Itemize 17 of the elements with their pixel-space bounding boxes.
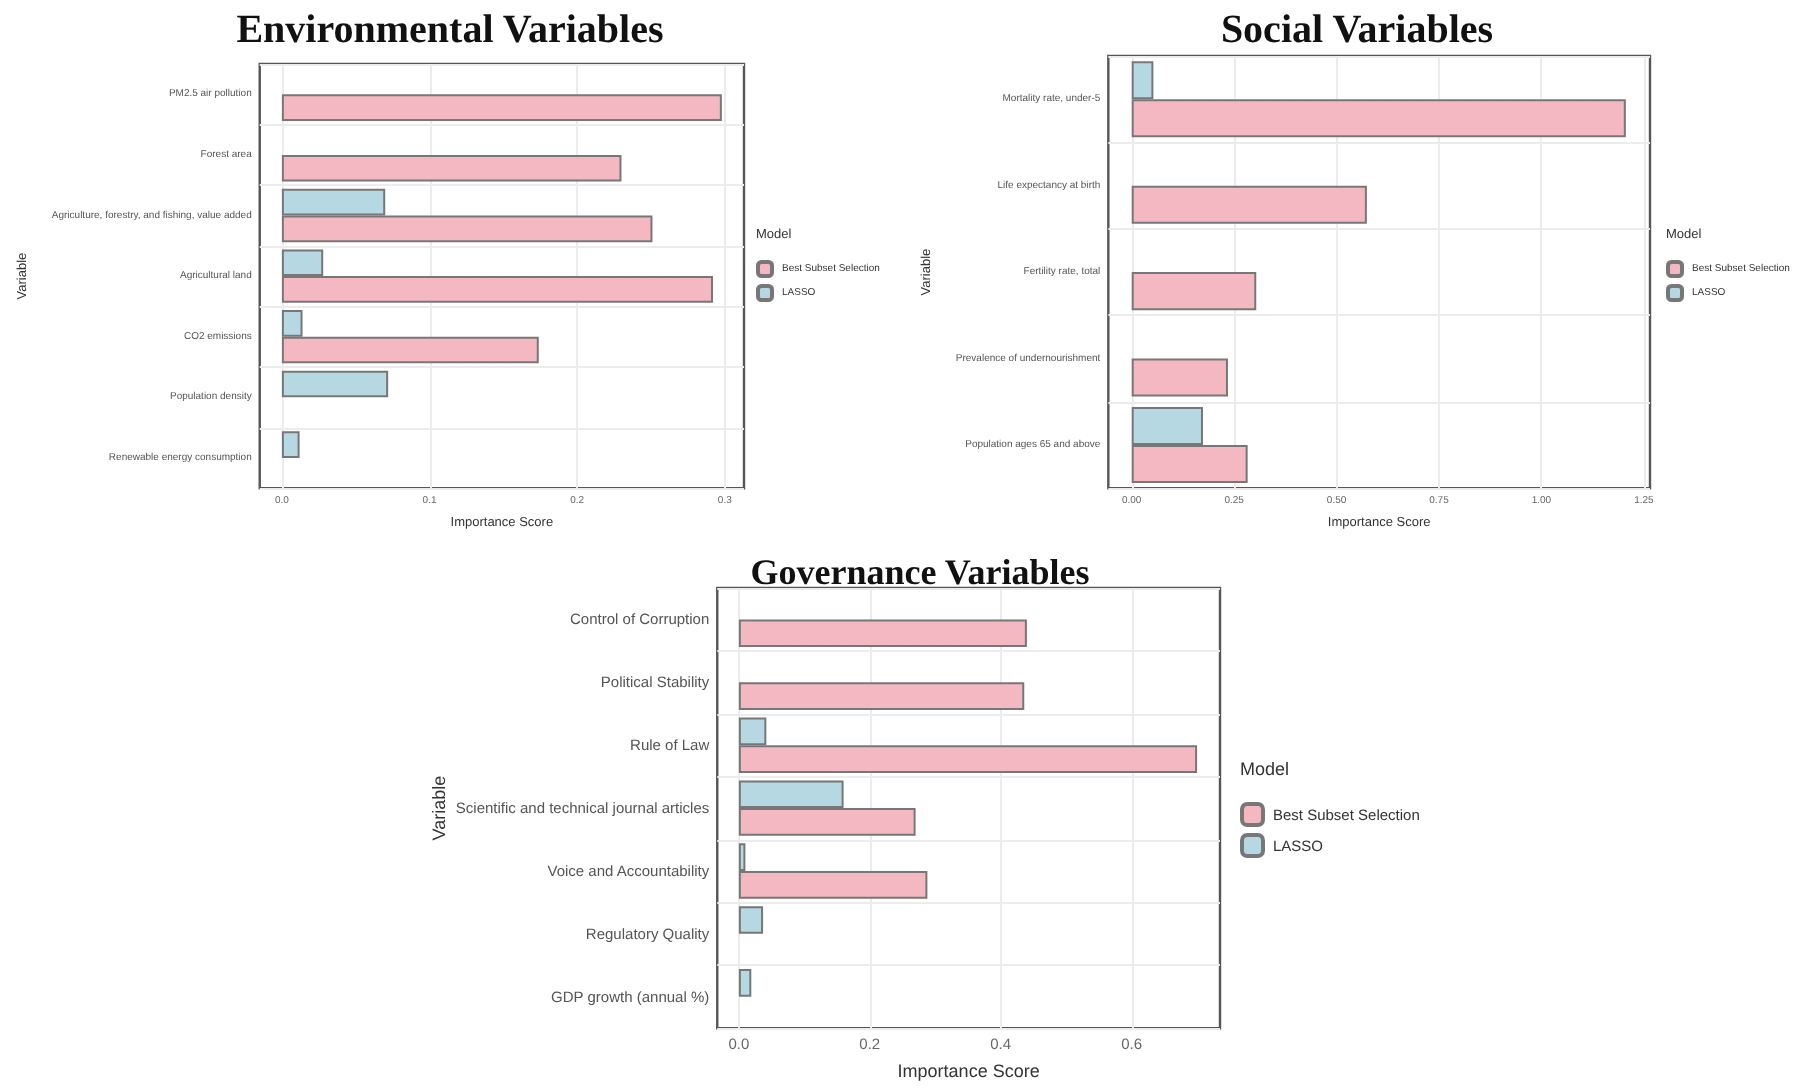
bar [281,370,389,398]
bar [738,906,764,934]
bar [1131,358,1228,397]
bar [1131,272,1257,311]
chart-title: Governance Variables [750,552,1090,592]
chart-title: Social Variables [1220,8,1494,52]
chart-title: Environmental Variables [236,8,664,52]
bar [738,619,1027,648]
bar [281,154,622,182]
bar [738,969,752,997]
x-axis-title: Importance Score [897,1061,1040,1081]
bar [738,682,1025,710]
bar [281,94,722,121]
y-axis-title: Variable [429,775,449,841]
legend-title: Model [1240,759,1290,779]
bar [1131,185,1367,224]
bar [281,431,300,458]
